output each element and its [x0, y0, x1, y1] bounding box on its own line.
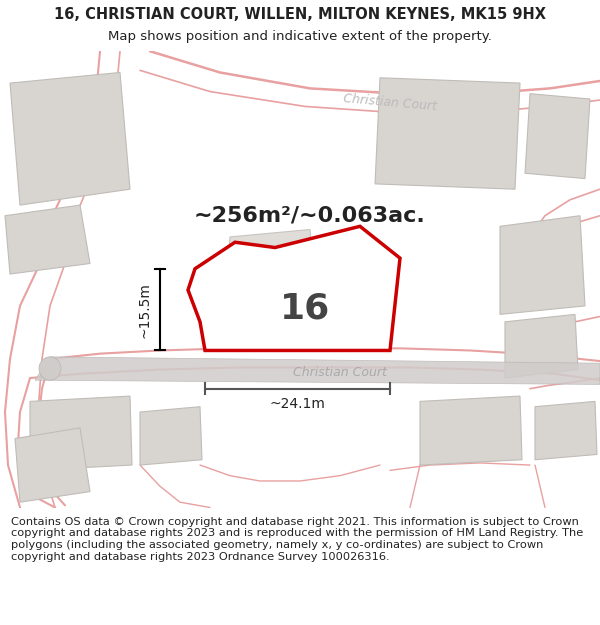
Text: ~256m²/~0.063ac.: ~256m²/~0.063ac.: [194, 206, 426, 226]
Circle shape: [39, 357, 61, 380]
Polygon shape: [35, 357, 600, 384]
Polygon shape: [15, 428, 90, 503]
Polygon shape: [375, 78, 520, 189]
Polygon shape: [140, 407, 202, 465]
Polygon shape: [225, 229, 315, 338]
Text: Map shows position and indicative extent of the property.: Map shows position and indicative extent…: [108, 31, 492, 43]
Polygon shape: [420, 396, 522, 465]
Polygon shape: [500, 216, 585, 314]
Text: 16, CHRISTIAN COURT, WILLEN, MILTON KEYNES, MK15 9HX: 16, CHRISTIAN COURT, WILLEN, MILTON KEYN…: [54, 7, 546, 22]
Text: Contains OS data © Crown copyright and database right 2021. This information is : Contains OS data © Crown copyright and d…: [11, 517, 583, 562]
Text: ~15.5m: ~15.5m: [137, 282, 151, 338]
Polygon shape: [5, 205, 90, 274]
Polygon shape: [10, 72, 130, 205]
Text: ~24.1m: ~24.1m: [269, 396, 325, 411]
Polygon shape: [535, 401, 597, 460]
Text: 16: 16: [280, 291, 330, 325]
Text: Christian Court: Christian Court: [293, 366, 387, 379]
Polygon shape: [30, 396, 132, 471]
Polygon shape: [525, 94, 590, 179]
Text: Christian Court: Christian Court: [343, 92, 437, 112]
Polygon shape: [505, 314, 578, 378]
Polygon shape: [188, 226, 400, 351]
